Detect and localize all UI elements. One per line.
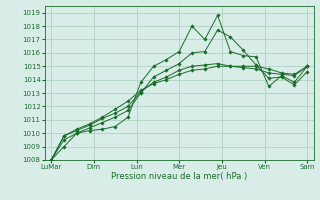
X-axis label: Pression niveau de la mer( hPa ): Pression niveau de la mer( hPa ) bbox=[111, 172, 247, 181]
